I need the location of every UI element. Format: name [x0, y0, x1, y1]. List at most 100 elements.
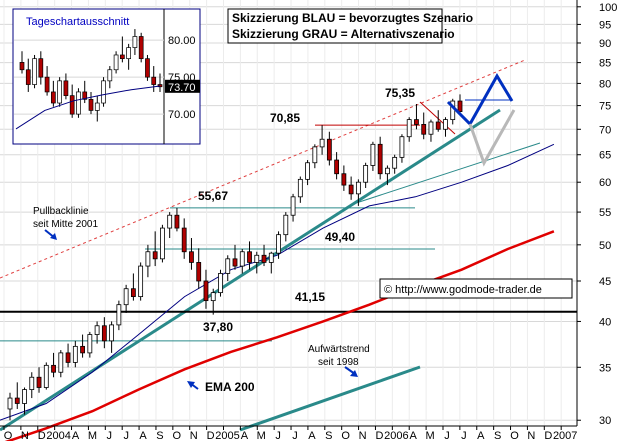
candles	[7, 94, 463, 421]
candle-body	[276, 234, 281, 254]
y-tick-label: 70	[599, 124, 611, 136]
y-tick-label: 50	[599, 240, 611, 252]
candle-body	[203, 280, 209, 302]
scenario-sketches	[446, 73, 516, 167]
candle-body	[65, 352, 71, 363]
candle-body	[297, 178, 303, 198]
legend-line-2: Skizzierung GRAU = Alternativszenario	[232, 27, 455, 41]
candle-body	[341, 173, 347, 186]
candle-body	[72, 345, 78, 363]
y-tick-label: 95	[599, 19, 611, 31]
candle-body	[94, 325, 100, 335]
candle-body	[130, 288, 136, 298]
candle-body	[268, 252, 274, 263]
inset-candle-body	[107, 69, 113, 82]
long-term-uptrend-line	[239, 365, 421, 432]
inset-candle-body	[138, 36, 144, 60]
candle-body	[80, 345, 85, 354]
candle-body	[319, 138, 325, 148]
y-tick-label: 30	[599, 415, 611, 427]
candle-body	[167, 214, 173, 229]
candle-body	[363, 165, 369, 183]
x-tick-label: J	[107, 430, 113, 441]
candle-body	[7, 397, 13, 410]
candle-body	[399, 136, 405, 158]
x-tick-label: 2006	[384, 430, 408, 441]
x-tick-label: D	[38, 430, 46, 441]
candle-body	[14, 397, 20, 404]
legend-box	[227, 8, 443, 44]
inset-candle-body	[57, 80, 62, 104]
level-label-55-67: 55,67	[198, 189, 228, 203]
y-tick-label: 45	[599, 276, 611, 288]
x-tick-label: D	[207, 430, 215, 441]
pullback-arrowhead-icon	[50, 233, 57, 240]
candle-body	[326, 138, 332, 161]
candle-body	[406, 119, 412, 138]
ema-200-line	[4, 230, 555, 441]
x-tick-label: N	[21, 430, 29, 441]
candle-body	[116, 304, 122, 326]
y-tick-label: 100	[599, 2, 617, 14]
x-tick-label: O	[341, 430, 350, 441]
inset-candle-body	[25, 69, 31, 85]
candle-body	[181, 227, 187, 253]
inset-candle-body	[88, 98, 94, 111]
y-tick-label: 85	[599, 58, 611, 70]
candle-body	[435, 121, 441, 130]
inset-candle-body	[69, 95, 75, 115]
inset-candle-body	[132, 36, 138, 48]
inset-y-tick-label: 70.00	[168, 109, 196, 121]
candle-body	[392, 156, 398, 169]
candle-body	[123, 288, 129, 306]
level-label-49-40: 49,40	[325, 230, 355, 244]
moving-average-line	[0, 143, 555, 421]
candle-body	[261, 254, 267, 263]
inset-candle-body	[51, 91, 56, 104]
candle-body	[254, 254, 260, 263]
inset-candle-body	[113, 54, 119, 71]
x-tick-label: J	[123, 430, 129, 441]
x-tick-label: A	[241, 430, 249, 441]
y-tick-label: 80	[599, 78, 611, 90]
level-label-75-35: 75,35	[385, 86, 415, 100]
uptrend-label-2: seit 1998	[318, 357, 359, 368]
candle-body	[283, 214, 289, 236]
level-label-37-80: 37,80	[203, 320, 233, 334]
inset-candle-body	[44, 76, 50, 93]
uptrend-arrowhead-icon	[350, 370, 358, 377]
moving-averages	[0, 143, 555, 441]
inset-candle-body	[94, 102, 100, 111]
inset-y-tick-label: 80.00	[168, 35, 196, 47]
inset-moving-average-line	[15, 85, 161, 130]
x-tick-label: J	[292, 430, 298, 441]
triangle-line	[419, 101, 456, 135]
candle-body	[377, 143, 383, 175]
y-tick-label: 60	[599, 177, 611, 189]
candle-body	[334, 159, 340, 175]
y-tick-label: 65	[599, 150, 611, 162]
inset-candle-body	[32, 58, 37, 85]
x-tick-label: M	[426, 430, 435, 441]
candle-body	[58, 352, 64, 373]
x-tick-label: A	[139, 430, 147, 441]
candle-body	[101, 325, 107, 342]
candle-body	[189, 251, 194, 263]
candle-body	[51, 364, 56, 373]
x-tick-label: 2007	[553, 430, 577, 441]
x-tick-label: S	[325, 430, 332, 441]
candle-body	[247, 251, 252, 263]
legend-line-1: Skizzierung BLAU = bevorzugtes Szenario	[232, 11, 473, 25]
x-tick-label: 2005	[215, 430, 239, 441]
gray-scenario-path	[468, 109, 516, 167]
x-tick-label: A	[410, 430, 418, 441]
inset-candle-body	[101, 80, 106, 104]
pullback-label-1: Pullbacklinie	[33, 206, 89, 217]
inset-candle-body	[82, 91, 88, 100]
inset-candle-body	[126, 47, 131, 60]
level-label-70-85: 70,85	[270, 111, 300, 125]
candle-body	[43, 364, 49, 388]
ema-label: EMA 200	[205, 380, 255, 394]
candle-body	[457, 100, 463, 112]
